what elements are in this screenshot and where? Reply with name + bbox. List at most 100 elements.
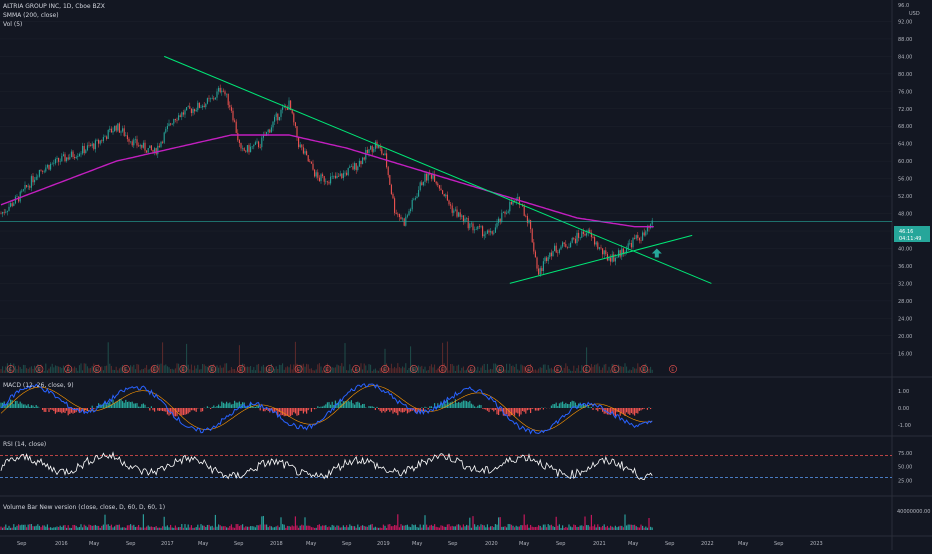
- candle-body: [392, 194, 393, 198]
- macd-histogram-bar: [493, 408, 494, 411]
- candle-body: [552, 251, 553, 256]
- volume-bar: [649, 369, 650, 373]
- volbar-bar: [191, 525, 192, 530]
- volume-bar: [274, 369, 275, 373]
- volume-bar: [231, 367, 232, 373]
- macd-histogram-bar: [60, 408, 61, 412]
- volume-bar: [172, 369, 173, 373]
- macd-histogram-bar: [314, 408, 315, 409]
- volume-bar: [263, 365, 264, 373]
- time-tick: Sep: [556, 541, 565, 547]
- volbar-bar: [221, 526, 222, 530]
- earnings-marker-label: E: [614, 367, 617, 373]
- macd-histogram-bar: [45, 408, 46, 412]
- candle-body: [160, 142, 161, 147]
- volume-bar: [338, 365, 339, 373]
- candle-body: [247, 145, 248, 152]
- macd-histogram-bar: [423, 408, 424, 411]
- volbar-bar: [621, 526, 622, 530]
- volume-bar: [639, 367, 640, 373]
- volbar-bar: [503, 527, 504, 530]
- candle-body: [418, 190, 419, 197]
- candle-body: [536, 257, 537, 268]
- volbar-bar: [568, 524, 569, 530]
- time-tick: May: [89, 541, 99, 547]
- volbar-bar: [112, 527, 113, 530]
- volume-bar: [309, 369, 310, 373]
- volume-bar: [364, 364, 365, 373]
- candle-body: [626, 249, 627, 252]
- candle-body: [511, 202, 512, 204]
- volbar-bar: [114, 526, 115, 530]
- candle-body: [223, 91, 224, 92]
- volbar-bar: [360, 526, 361, 530]
- volbar-bar: [408, 527, 409, 530]
- macd-histogram-bar: [143, 403, 144, 408]
- volbar-bar: [167, 525, 168, 530]
- time-tick: 2018: [270, 541, 283, 547]
- volume-bar: [485, 370, 486, 373]
- volbar-bar: [640, 525, 641, 530]
- volbar-bar: [570, 526, 571, 530]
- volume-bar: [249, 367, 250, 373]
- macd-histogram-bar: [184, 408, 185, 415]
- candle-body: [477, 226, 478, 229]
- macd-histogram-bar: [642, 408, 643, 409]
- volume-bar: [106, 366, 107, 373]
- earnings-marker-label: E: [527, 367, 530, 373]
- volbar-bar: [136, 527, 137, 530]
- volbar-bar: [336, 525, 337, 530]
- volume-bar: [145, 368, 146, 373]
- volume-bar: [225, 363, 226, 373]
- macd-histogram-bar: [128, 402, 129, 408]
- volume-bar: [375, 369, 376, 373]
- volbar-bar: [648, 518, 649, 530]
- candle-body: [279, 117, 280, 120]
- candle-body: [64, 154, 65, 161]
- macd-histogram-bar: [564, 404, 565, 408]
- macd-histogram-bar: [215, 407, 216, 408]
- volbar-bar: [205, 527, 206, 530]
- volbar-bar: [296, 525, 297, 530]
- volume-bar: [402, 367, 403, 373]
- volbar-bar: [519, 527, 520, 530]
- chart-title: ALTRIA GROUP INC, 1D, Cboe BZX: [3, 3, 105, 10]
- volbar-bar: [31, 524, 32, 530]
- time-tick: 2017: [161, 541, 174, 547]
- volume-bar: [522, 365, 523, 373]
- volbar-bar: [456, 525, 457, 530]
- rsi-tick: 25.00: [898, 478, 912, 484]
- candle-body: [605, 250, 606, 254]
- volume-bar: [490, 369, 491, 373]
- candle-body: [541, 268, 542, 271]
- volbar-bar: [18, 524, 19, 530]
- candle-body: [524, 206, 525, 216]
- macd-histogram-bar: [48, 408, 49, 412]
- macd-histogram-bar: [300, 408, 301, 411]
- candle-body: [546, 258, 547, 262]
- macd-histogram-bar: [456, 403, 457, 408]
- macd-histogram-bar: [492, 408, 493, 410]
- candle-body: [2, 212, 3, 214]
- volume-bar: [394, 367, 395, 373]
- candle-body: [176, 120, 177, 121]
- volbar-bar: [282, 524, 283, 530]
- price-tick: 36.00: [898, 264, 912, 270]
- volume-bar: [178, 364, 179, 373]
- candle-body: [191, 109, 192, 113]
- volbar-bar: [53, 527, 54, 530]
- volbar-bar: [172, 528, 173, 530]
- volume-bar: [44, 371, 45, 373]
- volbar-bar: [64, 525, 65, 530]
- candle-body: [181, 112, 182, 117]
- volbar-bar: [543, 525, 544, 530]
- volbar-bar: [344, 527, 345, 530]
- candle-body: [136, 139, 137, 145]
- volbar-bar: [98, 526, 99, 530]
- volbar-bar: [188, 525, 189, 530]
- volume-bar: [461, 368, 462, 373]
- volbar-bar: [572, 527, 573, 530]
- volbar-bar: [244, 528, 245, 530]
